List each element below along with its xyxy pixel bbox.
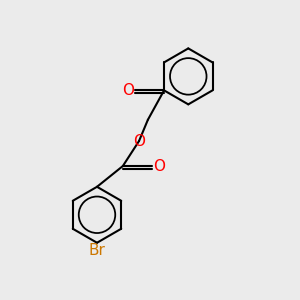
Text: O: O — [133, 134, 145, 148]
Text: Br: Br — [88, 244, 105, 259]
Text: O: O — [153, 158, 165, 173]
Text: O: O — [122, 83, 134, 98]
